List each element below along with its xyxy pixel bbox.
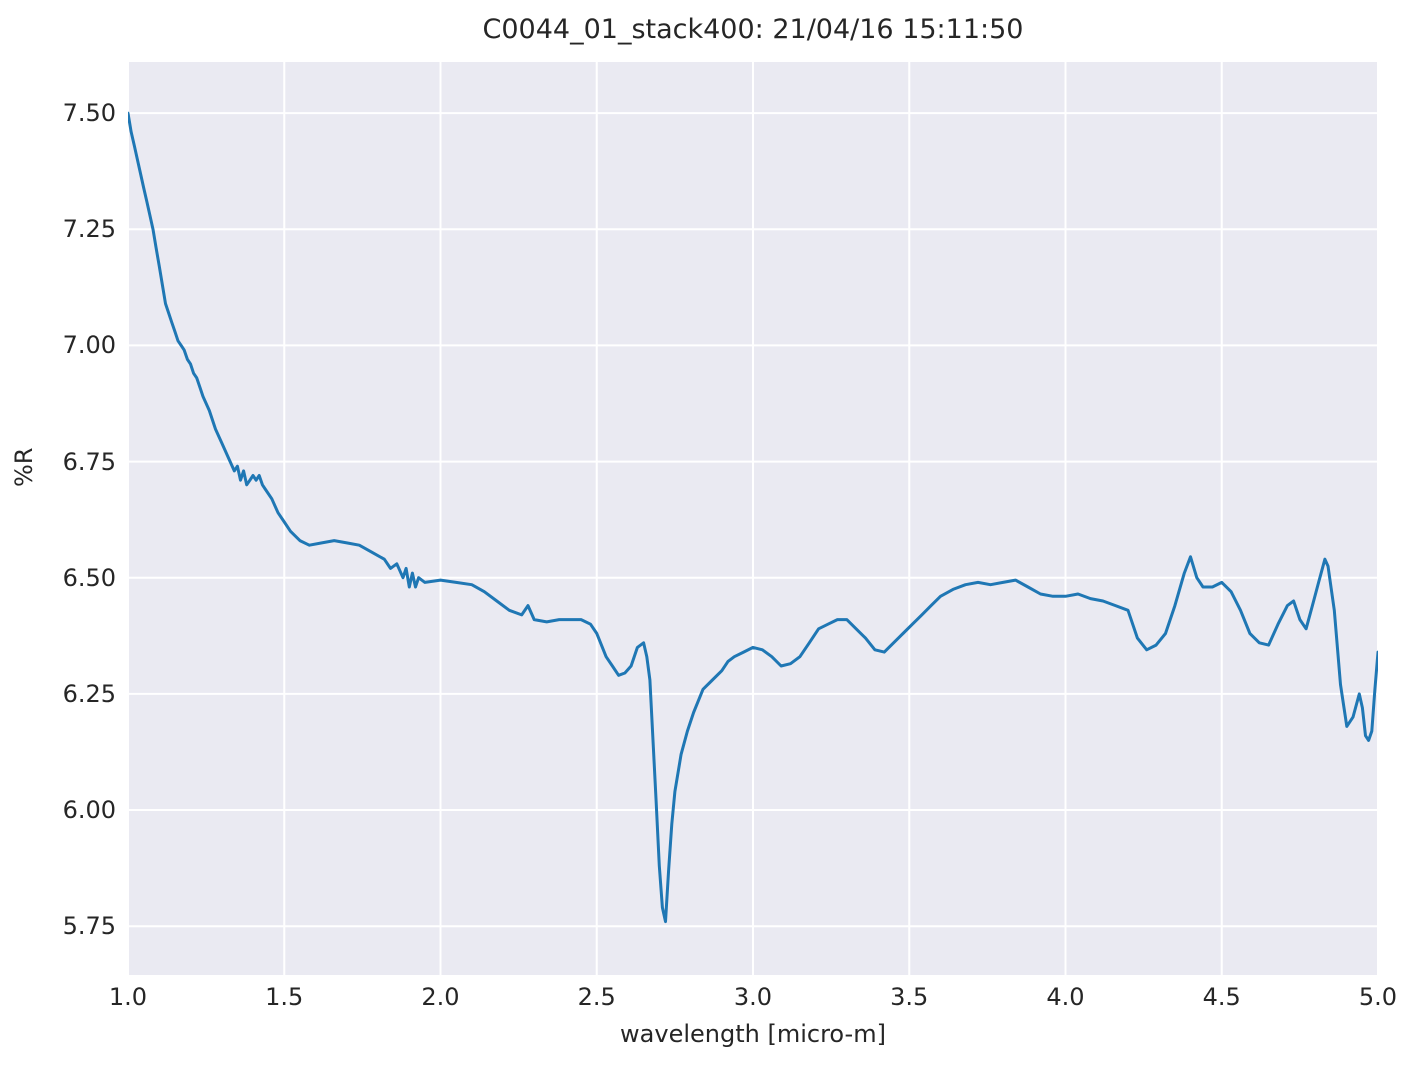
y-tick-label: 7.00 (62, 331, 116, 360)
y-tick-label: 7.25 (62, 215, 116, 244)
y-tick-label: 6.50 (62, 563, 116, 592)
x-tick-label: 1.5 (265, 983, 304, 1011)
y-tick-label: 7.50 (62, 99, 116, 128)
x-tick-label: 2.0 (421, 983, 460, 1011)
series-line (128, 111, 1378, 924)
y-tick-label: 6.25 (62, 679, 116, 708)
x-tick-label: 3.0 (733, 983, 773, 1011)
x-tick-label: 4.0 (1046, 983, 1085, 1011)
y-tick-label: 6.00 (62, 796, 116, 825)
x-tick-label: 5.0 (1358, 983, 1398, 1011)
x-tick-label: 2.5 (577, 983, 616, 1011)
y-axis-label: %R (10, 447, 38, 487)
plot-area (128, 62, 1378, 975)
y-tick-label: 6.75 (62, 447, 116, 476)
x-tick-label: 3.5 (890, 983, 929, 1011)
x-axis-label: wavelength [micro-m] (620, 1020, 886, 1048)
x-tick-label: 4.5 (1202, 983, 1241, 1011)
chart-title: C0044_01_stack400: 21/04/16 15:11:50 (482, 14, 1024, 45)
line-chart (128, 62, 1378, 975)
x-tick-label: 1.0 (108, 983, 148, 1011)
y-tick-label: 5.75 (62, 912, 116, 941)
